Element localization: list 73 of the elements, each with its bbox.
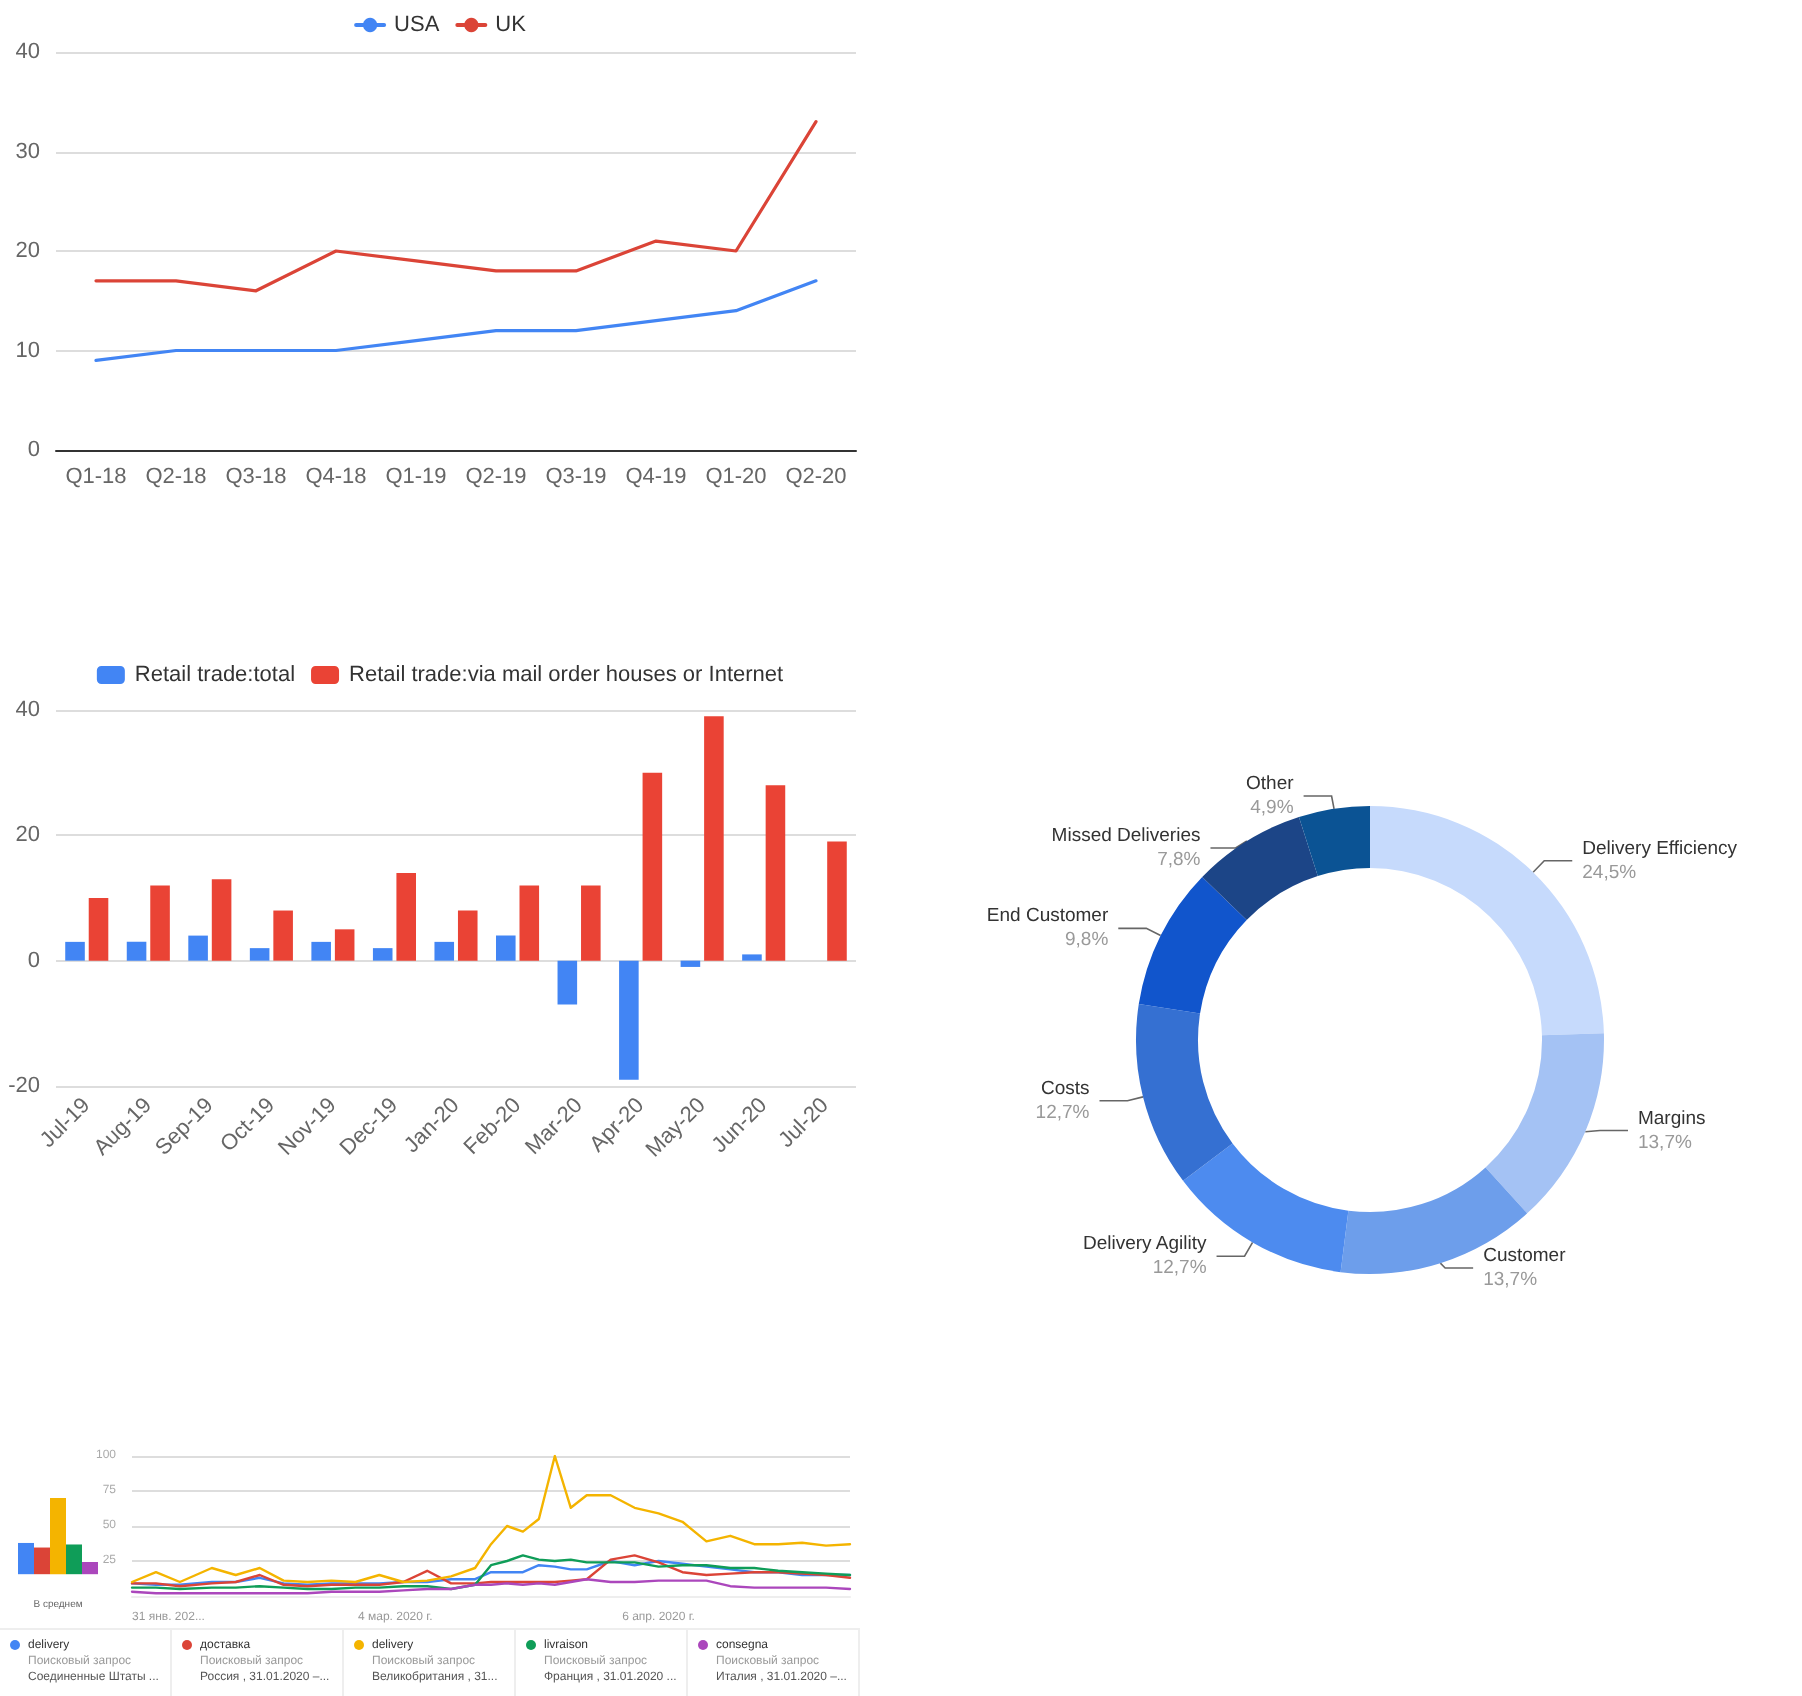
x-tick-label: Q2-19 (465, 465, 527, 489)
data-label: 13,7% (1637, 1131, 1693, 1154)
y-tick-label: 40 (15, 40, 40, 64)
bar (65, 941, 85, 961)
slice-label: Other (1246, 773, 1294, 795)
bar (150, 885, 170, 961)
x-tick-label: Q3-18 (225, 465, 287, 489)
bar (642, 772, 663, 961)
data-label: 12,7% (1152, 1257, 1208, 1280)
bar (457, 910, 478, 961)
y-tick-label: 10 (15, 338, 40, 363)
bar (496, 935, 516, 961)
bar (396, 872, 416, 961)
legend-label: USA (394, 13, 441, 37)
bar (704, 716, 724, 961)
x-tick-label: Q1-20 (705, 465, 767, 489)
x-tick-label: Q2-18 (145, 465, 207, 489)
x-tick-label: Q4-18 (305, 465, 367, 489)
x-tick-label: Q2-20 (785, 465, 847, 489)
bar (188, 935, 208, 961)
bar (126, 941, 147, 961)
data-label: 4,9% (1250, 797, 1295, 819)
x-tick-label: Q4-19 (625, 465, 687, 489)
bar (742, 954, 762, 961)
bar (765, 785, 786, 961)
slice-label: Costs (1040, 1077, 1090, 1100)
data-label: 12,7% (1035, 1101, 1091, 1124)
bar (249, 948, 270, 961)
bar (18, 1542, 34, 1575)
y-tick-label: 20 (15, 823, 40, 848)
bar (311, 941, 331, 961)
y-tick-label: 40 (15, 698, 40, 722)
data-label: 24,5% (1582, 861, 1638, 884)
x-tick-label: Q3-19 (545, 465, 607, 489)
slice-label: Delivery Agility (1082, 1233, 1208, 1256)
y-tick-label: 0 (27, 438, 40, 462)
line-series (130, 1578, 852, 1595)
bar (680, 960, 701, 967)
bar (827, 841, 847, 961)
x-tick-label: Q1-19 (385, 465, 447, 489)
data-label: 7,8% (1157, 849, 1202, 871)
y-tick-label: 0 (27, 948, 40, 973)
line-series (94, 279, 818, 363)
bar (372, 948, 393, 961)
bar (88, 898, 109, 961)
data-label: 13,7% (1483, 1269, 1539, 1291)
legend-label: Retail trade:via mail order houses or Internet (349, 663, 784, 687)
bar (211, 879, 232, 961)
data-label: 9,8% (1064, 929, 1110, 952)
bar (334, 929, 355, 961)
slice-label: Delivery Efficiency (1582, 837, 1738, 860)
bar (581, 885, 601, 961)
bar (82, 1562, 98, 1575)
bar (434, 941, 455, 961)
y-tick-label: 20 (15, 239, 40, 263)
legend-label: UK (495, 13, 528, 37)
x-tick-label: Q1-18 (65, 465, 127, 489)
bar (50, 1498, 66, 1575)
bar (519, 885, 540, 961)
slice-label: Missed Deliveries (1051, 825, 1201, 847)
slice-label: End Customer (986, 905, 1109, 928)
y-tick-label: -20 (8, 1074, 40, 1098)
bar (557, 960, 578, 1005)
bar (66, 1544, 82, 1575)
bar (34, 1547, 50, 1575)
bar (273, 910, 293, 961)
y-tick-label: 30 (15, 139, 40, 164)
line-series (94, 120, 818, 293)
slice-label: Customer (1483, 1245, 1566, 1267)
legend-label: Retail trade:total (134, 663, 296, 687)
line-series (130, 1454, 852, 1584)
bar (619, 960, 639, 1080)
slice-label: Margins (1637, 1107, 1707, 1130)
